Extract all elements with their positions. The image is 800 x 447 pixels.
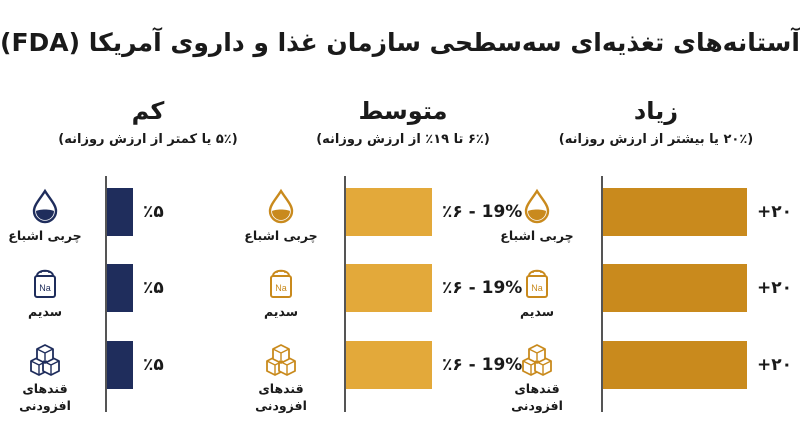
category-medium-2: قندهای افزودنی <box>236 341 326 414</box>
bar-high-0 <box>603 188 747 236</box>
value-label-high-2: +۲۰ <box>757 355 792 375</box>
sugar-cubes-icon <box>266 344 296 376</box>
column-desc-low: (۵٪ یا کمتر از ارزش روزانه) <box>58 132 238 147</box>
category-low-2: قندهای افزودنی <box>0 341 90 414</box>
value-label-medium-1: ٪۶ - 19% <box>442 278 523 298</box>
column-header-low: کم (۵٪ یا کمتر از ارزش روزانه) <box>28 96 268 147</box>
bar-low-2 <box>107 341 133 389</box>
category-high-1: Na سدیم <box>492 264 582 320</box>
sodium-symbol: Na <box>531 283 543 293</box>
category-label: سدیم <box>263 304 298 319</box>
droplet-icon <box>32 188 58 224</box>
bar-low-1 <box>107 264 133 312</box>
column-name-medium: متوسط <box>358 97 448 125</box>
sodium-symbol: Na <box>39 283 51 293</box>
category-label: سدیم <box>27 304 62 319</box>
value-label-medium-2: ٪۶ - 19% <box>442 355 523 375</box>
category-label: قندهای افزودنی <box>255 381 307 413</box>
value-label-medium-0: ٪۶ - 19% <box>442 202 523 222</box>
salt-shaker-icon: Na <box>270 269 292 298</box>
category-label: چربی اشباع <box>8 228 82 243</box>
bar-low-0 <box>107 188 133 236</box>
bar-high-1 <box>603 264 747 312</box>
sugar-cubes-icon <box>522 344 552 376</box>
value-label-high-0: +۲۰ <box>757 202 792 222</box>
salt-shaker-icon: Na <box>34 269 56 298</box>
page-title: آستانه‌های تغذیه‌ای سه‌سطحی سازمان غذا و… <box>0 28 800 57</box>
sodium-symbol: Na <box>275 283 287 293</box>
droplet-icon <box>268 188 294 224</box>
axis-line-low <box>105 176 107 412</box>
salt-shaker-icon: Na <box>526 269 548 298</box>
droplet-icon <box>524 188 550 224</box>
bar-medium-1 <box>346 264 432 312</box>
sugar-cubes-icon <box>30 344 60 376</box>
bar-high-2 <box>603 341 747 389</box>
category-low-0: چربی اشباع <box>0 188 90 244</box>
category-high-0: چربی اشباع <box>492 188 582 244</box>
value-label-low-1: ٪۵ <box>143 278 164 298</box>
category-label: چربی اشباع <box>244 228 318 243</box>
column-header-high: زیاد (۲۰٪ یا بیشتر از ارزش روزانه) <box>536 96 776 147</box>
value-label-low-2: ٪۵ <box>143 355 164 375</box>
category-label: قندهای افزودنی <box>511 381 563 413</box>
category-medium-1: Na سدیم <box>236 264 326 320</box>
column-name-low: کم <box>131 97 165 125</box>
column-name-high: زیاد <box>633 97 679 125</box>
bar-medium-0 <box>346 188 432 236</box>
category-label: چربی اشباع <box>500 228 574 243</box>
bar-medium-2 <box>346 341 432 389</box>
column-desc-medium: (۶٪ تا ۱۹٪ از ارزش روزانه) <box>316 132 490 147</box>
column-desc-high: (۲۰٪ یا بیشتر از ارزش روزانه) <box>558 132 754 147</box>
axis-line-high <box>601 176 603 412</box>
category-medium-0: چربی اشباع <box>236 188 326 244</box>
column-header-medium: متوسط (۶٪ تا ۱۹٪ از ارزش روزانه) <box>283 96 523 147</box>
category-high-2: قندهای افزودنی <box>492 341 582 414</box>
category-label: سدیم <box>519 304 554 319</box>
value-label-high-1: +۲۰ <box>757 278 792 298</box>
value-label-low-0: ٪۵ <box>143 202 164 222</box>
category-label: قندهای افزودنی <box>19 381 71 413</box>
axis-line-medium <box>344 176 346 412</box>
category-low-1: Na سدیم <box>0 264 90 320</box>
